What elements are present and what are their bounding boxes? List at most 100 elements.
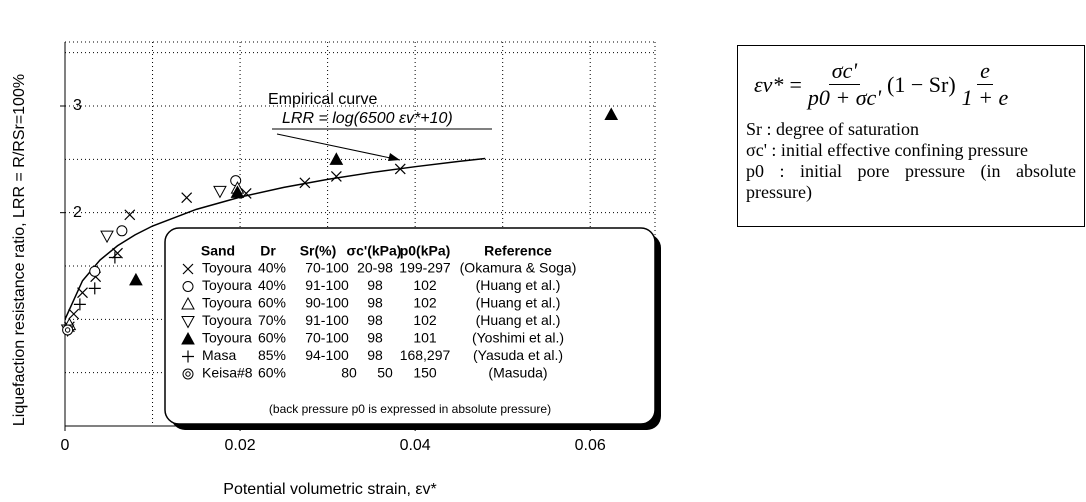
- legend-dr: 60%: [258, 365, 286, 381]
- marker-part: [116, 225, 128, 237]
- marker-part: [299, 177, 311, 189]
- marker: [181, 296, 195, 310]
- legend-header: p0(kPa): [400, 243, 451, 259]
- legend-name: Toyoura: [202, 295, 252, 311]
- marker-part: [68, 308, 80, 320]
- marker: [73, 298, 86, 311]
- legend-name: Toyoura: [202, 312, 252, 328]
- x-tick-label: 0.02: [225, 437, 256, 454]
- marker-part: [182, 350, 194, 363]
- legend-name: Toyoura: [202, 277, 252, 293]
- legend-p0: 101: [413, 330, 437, 346]
- legend-name: Toyoura: [202, 260, 252, 276]
- legend-reference: (Yasuda et al.): [473, 347, 563, 363]
- marker: [124, 209, 136, 221]
- legend-p0: 102: [413, 312, 437, 328]
- marker-part: [330, 170, 342, 182]
- marker: [182, 350, 194, 363]
- marker: [329, 152, 344, 165]
- annotation-title: Empirical curve: [268, 91, 377, 108]
- legend-sr: 70-100: [305, 330, 349, 346]
- legend-p0: 199-297: [399, 260, 451, 276]
- legend-header: Dr: [260, 243, 276, 259]
- legend-dr: 70%: [258, 312, 286, 328]
- marker: [213, 185, 227, 199]
- marker-part: [182, 263, 194, 275]
- marker-part: [100, 230, 114, 244]
- legend-sigma: 20-98: [357, 260, 393, 276]
- legend-reference: (Yoshimi et al.): [472, 330, 564, 346]
- marker-part: [181, 296, 195, 310]
- marker-part: [182, 281, 194, 292]
- num: e: [977, 58, 993, 85]
- marker: [299, 177, 311, 189]
- num: σc': [828, 58, 861, 85]
- legend-reference: (Masuda): [488, 365, 547, 381]
- legend: Sand Dr Sr(%) σc'(kPa)p0(kPa) Reference Toyou…: [164, 227, 661, 430]
- legend-p0: 102: [413, 277, 437, 293]
- marker: [62, 324, 74, 336]
- legend-p0: 150: [413, 365, 437, 381]
- legend-name: Keisa#8: [202, 365, 253, 381]
- legend-p0: 102: [413, 295, 437, 311]
- marker: [129, 272, 143, 286]
- fraction: σc' p0 + σc': [808, 58, 881, 111]
- legend-dr: 60%: [258, 330, 286, 346]
- legend-sr: 91-100: [305, 312, 349, 328]
- marker-part: [394, 163, 406, 175]
- x-tick-label: 0: [61, 437, 70, 454]
- formula-eq: =: [789, 71, 802, 97]
- marker-part: [112, 247, 123, 259]
- marker: [77, 287, 88, 299]
- x-tick-label: 0.06: [575, 437, 606, 454]
- annotation-formula: LRR = log(6500 εv*+10): [282, 110, 453, 127]
- legend-sigma: 98: [367, 295, 383, 311]
- legend-sigma: 98: [367, 347, 383, 363]
- legend-name: Masa: [202, 347, 236, 363]
- chart: Potential volumetric strain, εv* Liquefa…: [11, 41, 661, 498]
- x-tick-label: 0.04: [400, 437, 431, 454]
- marker-part: [185, 371, 191, 377]
- x-axis-label: Potential volumetric strain, εv*: [223, 481, 436, 498]
- marker: [230, 185, 245, 198]
- y-tick-label: 2: [73, 204, 82, 221]
- marker-part: [230, 185, 245, 198]
- marker-part: [108, 251, 121, 264]
- marker: [112, 247, 123, 259]
- legend-sr: 91-100: [305, 277, 349, 293]
- marker: [116, 225, 128, 237]
- definition: σc' : initial effective confining pressu…: [746, 140, 1029, 160]
- legend-reference: (Okamura & Soga): [460, 260, 577, 276]
- marker: [230, 175, 242, 187]
- definition: p0 : initial pore pressure (in absolute …: [746, 161, 1076, 202]
- legend-p0: 50: [377, 365, 393, 381]
- legend-reference: (Huang et al.): [476, 295, 561, 311]
- legend-dr: 40%: [258, 277, 286, 293]
- den: p0 + σc': [807, 85, 882, 110]
- marker-part: [181, 192, 193, 204]
- marker: [89, 265, 101, 277]
- legend-header: σc'(kPa): [347, 243, 402, 259]
- legend-sigma: 98: [367, 312, 383, 328]
- legend-sr: 70-100: [305, 260, 349, 276]
- marker-part: [64, 327, 71, 333]
- empirical-curve: [64, 157, 486, 320]
- marker-part: [182, 368, 194, 380]
- marker: [181, 331, 195, 345]
- marker: [68, 308, 80, 320]
- marker-part: [329, 152, 344, 165]
- legend-note: (back pressure p0 is expressed in absolu…: [269, 402, 551, 416]
- marker: [182, 368, 194, 380]
- legend-header: Sand: [201, 243, 235, 259]
- legend-sigma: 98: [367, 330, 383, 346]
- legend-dr: 60%: [258, 295, 286, 311]
- y-axis-label: Liquefaction resistance ratio, LRR = R/R…: [11, 74, 28, 426]
- marker-part: [124, 209, 136, 221]
- definition: Sr : degree of saturation: [746, 119, 919, 139]
- marker-part: [62, 324, 74, 336]
- marker-part: [230, 175, 242, 187]
